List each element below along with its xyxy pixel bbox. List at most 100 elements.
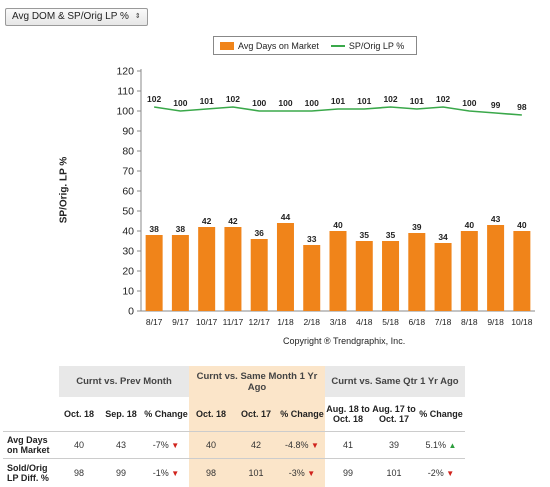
y-tick-label: 120	[116, 66, 134, 78]
line-data-label: 102	[226, 94, 240, 104]
bar-data-label: 42	[228, 216, 238, 226]
bar-data-label: 44	[281, 212, 291, 222]
bar-data-label: 43	[491, 214, 501, 224]
table-cell: 99	[325, 459, 371, 487]
x-tick-label: 11/17	[223, 317, 244, 327]
line-data-label: 100	[305, 98, 319, 108]
table-cell: 41	[325, 432, 371, 459]
bar	[408, 233, 425, 311]
line-data-label: 100	[173, 98, 187, 108]
y-axis-label: SP/Orig. LP %	[59, 157, 70, 224]
table-cell: 42	[233, 432, 279, 459]
x-tick-label: 8/17	[146, 317, 163, 327]
table-cell: -1% ▼	[143, 459, 189, 487]
bar-data-label: 35	[360, 230, 370, 240]
bar	[198, 227, 215, 311]
col-header: Oct. 18	[189, 397, 233, 432]
trend-down-icon: ▼	[446, 469, 454, 478]
x-tick-label: 5/18	[382, 317, 399, 327]
col-header: % Change	[143, 397, 189, 432]
y-tick-label: 90	[122, 126, 134, 138]
bar	[172, 235, 189, 311]
y-tick-label: 100	[116, 106, 134, 118]
bar-data-label: 35	[386, 230, 396, 240]
trend-down-icon: ▼	[311, 441, 319, 450]
trend-up-icon: ▲	[449, 441, 457, 450]
bar-data-label: 40	[333, 220, 343, 230]
table-cell: 101	[371, 459, 417, 487]
line-data-label: 98	[517, 102, 527, 112]
bar	[461, 231, 478, 311]
table-cell: 40	[59, 432, 99, 459]
line-data-label: 102	[436, 94, 450, 104]
y-tick-label: 40	[122, 226, 134, 238]
pct-change: 5.1%	[426, 440, 447, 450]
y-tick-label: 30	[122, 246, 134, 258]
table-cell: 43	[99, 432, 143, 459]
bar-data-label: 40	[465, 220, 475, 230]
line-series	[154, 107, 522, 115]
y-tick-label: 60	[122, 186, 134, 198]
col-header: Sep. 18	[99, 397, 143, 432]
y-tick-label: 110	[117, 86, 134, 98]
x-tick-label: 8/18	[461, 317, 478, 327]
line-data-label: 102	[383, 94, 397, 104]
table-cell: 40	[189, 432, 233, 459]
pct-change: -2%	[428, 468, 444, 478]
x-tick-label: 6/18	[409, 317, 426, 327]
line-data-label: 101	[357, 96, 371, 106]
table-cell: -4.8% ▼	[279, 432, 325, 459]
bar-data-label: 34	[438, 232, 448, 242]
col-header: % Change	[417, 397, 465, 432]
x-tick-label: 4/18	[356, 317, 373, 327]
trend-down-icon: ▼	[307, 469, 315, 478]
col-header: Oct. 17	[233, 397, 279, 432]
bar	[224, 227, 241, 311]
x-tick-label: 9/17	[172, 317, 189, 327]
pct-change: -1%	[153, 468, 169, 478]
table-cell: 98	[59, 459, 99, 487]
table-cell: 98	[189, 459, 233, 487]
trend-down-icon: ▼	[171, 469, 179, 478]
x-tick-label: 7/18	[435, 317, 452, 327]
bar-data-label: 40	[517, 220, 527, 230]
bar	[330, 231, 347, 311]
group-header-same-qtr: Curnt vs. Same Qtr 1 Yr Ago	[325, 366, 465, 397]
line-data-label: 99	[491, 100, 501, 110]
line-data-label: 101	[410, 96, 424, 106]
y-tick-label: 0	[128, 306, 134, 318]
bar	[277, 223, 294, 311]
table-cell: 39	[371, 432, 417, 459]
line-data-label: 100	[252, 98, 266, 108]
comparison-table: Curnt vs. Prev Month Curnt vs. Same Mont…	[3, 366, 465, 487]
x-tick-label: 10/17	[196, 317, 218, 327]
x-tick-label: 3/18	[330, 317, 347, 327]
bar	[146, 235, 163, 311]
pct-change: -3%	[289, 468, 305, 478]
bar	[382, 241, 399, 311]
bar	[303, 245, 320, 311]
table-cell: -3% ▼	[279, 459, 325, 487]
table-cell: 101	[233, 459, 279, 487]
col-header: Oct. 18	[59, 397, 99, 432]
row-label: Avg Days on Market	[3, 432, 59, 459]
bar	[356, 241, 373, 311]
row-label: Sold/Orig LP Diff. %	[3, 459, 59, 487]
bar-data-label: 36	[254, 228, 264, 238]
table-cell: -7% ▼	[143, 432, 189, 459]
line-data-label: 101	[331, 96, 345, 106]
x-tick-label: 10/18	[511, 317, 533, 327]
bar-data-label: 38	[149, 224, 159, 234]
line-data-label: 100	[278, 98, 292, 108]
bar-data-label: 38	[176, 224, 186, 234]
col-header: % Change	[279, 397, 325, 432]
bar	[251, 239, 268, 311]
bar	[435, 243, 452, 311]
y-tick-label: 70	[122, 166, 134, 178]
bar	[487, 225, 504, 311]
table-cell: -2% ▼	[417, 459, 465, 487]
bar-data-label: 33	[307, 234, 317, 244]
trend-down-icon: ▼	[171, 441, 179, 450]
combo-chart: 0102030405060708090100110120388/17389/17…	[0, 0, 550, 345]
table-cell: 5.1% ▲	[417, 432, 465, 459]
